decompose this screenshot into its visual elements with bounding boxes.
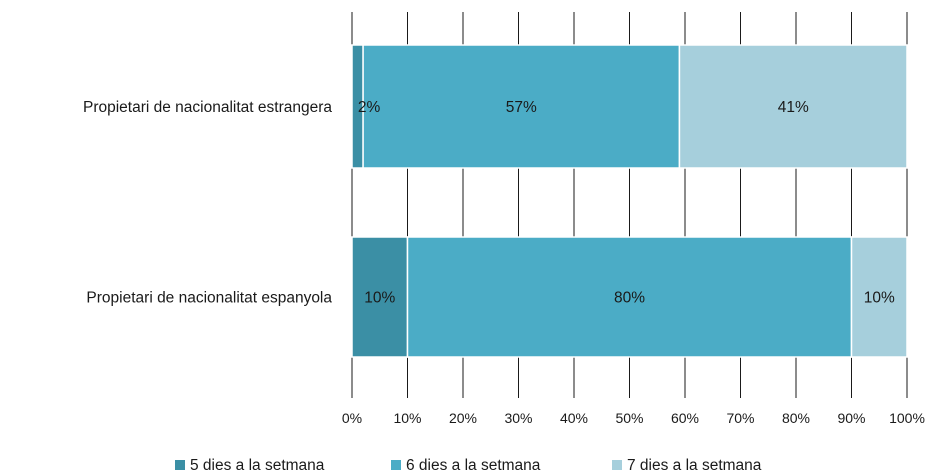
data-labels: 2% 57% 41% 10% 80% 10% (358, 99, 895, 307)
legend-label: 5 dies a la setmana (190, 457, 325, 474)
data-label: 80% (614, 290, 645, 307)
legend: 5 dies a la setmana 6 dies a la setmana 7 … (175, 457, 762, 474)
legend-label: 6 dies a la setmana (406, 457, 541, 474)
legend-label: 7 dies a la setmana (627, 457, 762, 474)
category-label: Propietari de nacionalitat espanyola (86, 290, 332, 307)
x-tick-label: 60% (671, 410, 699, 426)
x-tick-label: 10% (393, 410, 421, 426)
category-label: Propietari de nacionalitat estrangera (83, 99, 332, 116)
bar-segment (850, 236, 908, 358)
x-axis-tick-labels: 0% 10% 20% 30% 40% 50% 60% 70% 80% 90% 100% (342, 410, 925, 426)
bar-segment (406, 236, 853, 358)
x-tick-label: 80% (782, 410, 810, 426)
x-tick-label: 30% (504, 410, 532, 426)
bars (351, 44, 908, 358)
legend-swatch (612, 460, 622, 470)
x-tick-label: 0% (342, 410, 362, 426)
x-tick-label: 50% (615, 410, 643, 426)
bar-segment (678, 44, 908, 169)
legend-swatch (175, 460, 185, 470)
bar-segment (362, 44, 681, 169)
data-label: 41% (778, 99, 809, 116)
x-tick-label: 70% (726, 410, 754, 426)
x-tick-label: 40% (560, 410, 588, 426)
data-label: 2% (358, 99, 381, 116)
data-label: 10% (364, 290, 395, 307)
x-tick-label: 90% (837, 410, 865, 426)
data-label: 10% (864, 290, 895, 307)
category-labels: Propietari de nacionalitat estrangera Pro… (83, 99, 332, 307)
x-tick-label: 100% (889, 410, 925, 426)
data-label: 57% (506, 99, 537, 116)
legend-swatch (391, 460, 401, 470)
x-tick-label: 20% (449, 410, 477, 426)
